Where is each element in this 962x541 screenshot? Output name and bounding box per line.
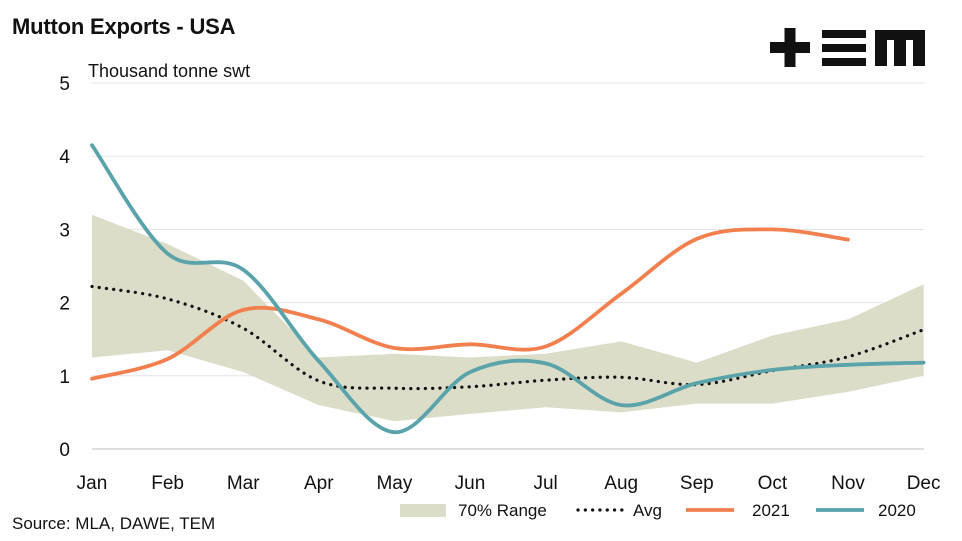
y-tick-label: 4 <box>59 147 70 168</box>
y-axis: 0 1 2 3 4 5 <box>59 74 70 461</box>
range-band <box>92 214 924 422</box>
legend-label-avg: Avg <box>633 501 662 520</box>
series-line-avg <box>90 284 926 391</box>
legend-swatch-range <box>400 504 446 517</box>
y-tick-label: 0 <box>59 440 70 461</box>
legend: 70% Range Avg 2021 2020 <box>400 501 916 520</box>
x-tick-label: Mar <box>227 473 260 494</box>
logo-e-bottom <box>822 58 866 66</box>
x-tick-label: Sep <box>680 473 714 494</box>
logo-m <box>875 30 925 66</box>
x-tick-label: Jul <box>533 473 557 494</box>
logo-e-top <box>822 30 866 38</box>
x-tick-label: Aug <box>604 473 638 494</box>
range-band-layer <box>92 214 924 422</box>
series-line-2020 <box>90 143 926 435</box>
series-line-2021 <box>90 227 850 381</box>
x-tick-label: Jun <box>455 473 486 494</box>
legend-label-2021: 2021 <box>752 501 790 520</box>
legend-label-2020: 2020 <box>878 501 916 520</box>
y-tick-label: 2 <box>59 294 70 315</box>
x-tick-label: Jan <box>77 473 108 494</box>
logo-e-middle <box>822 44 866 52</box>
x-tick-label: May <box>376 473 412 494</box>
x-tick-label: Nov <box>831 473 865 494</box>
chart-title: Mutton Exports - USA <box>12 14 236 39</box>
series-layer <box>90 143 926 435</box>
x-tick-label: Dec <box>907 473 941 494</box>
source-note: Source: MLA, DAWE, TEM <box>12 514 216 533</box>
y-tick-label: 5 <box>59 74 70 95</box>
x-tick-label: Apr <box>304 473 334 494</box>
y-tick-label: 1 <box>59 367 70 388</box>
y-tick-label: 3 <box>59 220 70 241</box>
legend-label-range: 70% Range <box>458 501 547 520</box>
y-axis-label: Thousand tonne swt <box>88 61 250 81</box>
x-axis: Jan Feb Mar Apr May Jun Jul Aug Sep Oct Nov Dec <box>77 473 941 494</box>
logo-plus-vertical <box>784 28 796 67</box>
tem-logo <box>770 28 925 67</box>
x-tick-label: Feb <box>151 473 184 494</box>
x-tick-label: Oct <box>758 473 788 494</box>
